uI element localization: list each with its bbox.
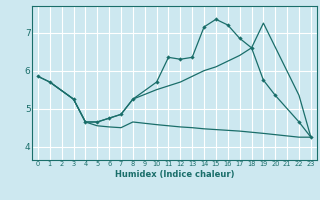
- X-axis label: Humidex (Indice chaleur): Humidex (Indice chaleur): [115, 170, 234, 179]
